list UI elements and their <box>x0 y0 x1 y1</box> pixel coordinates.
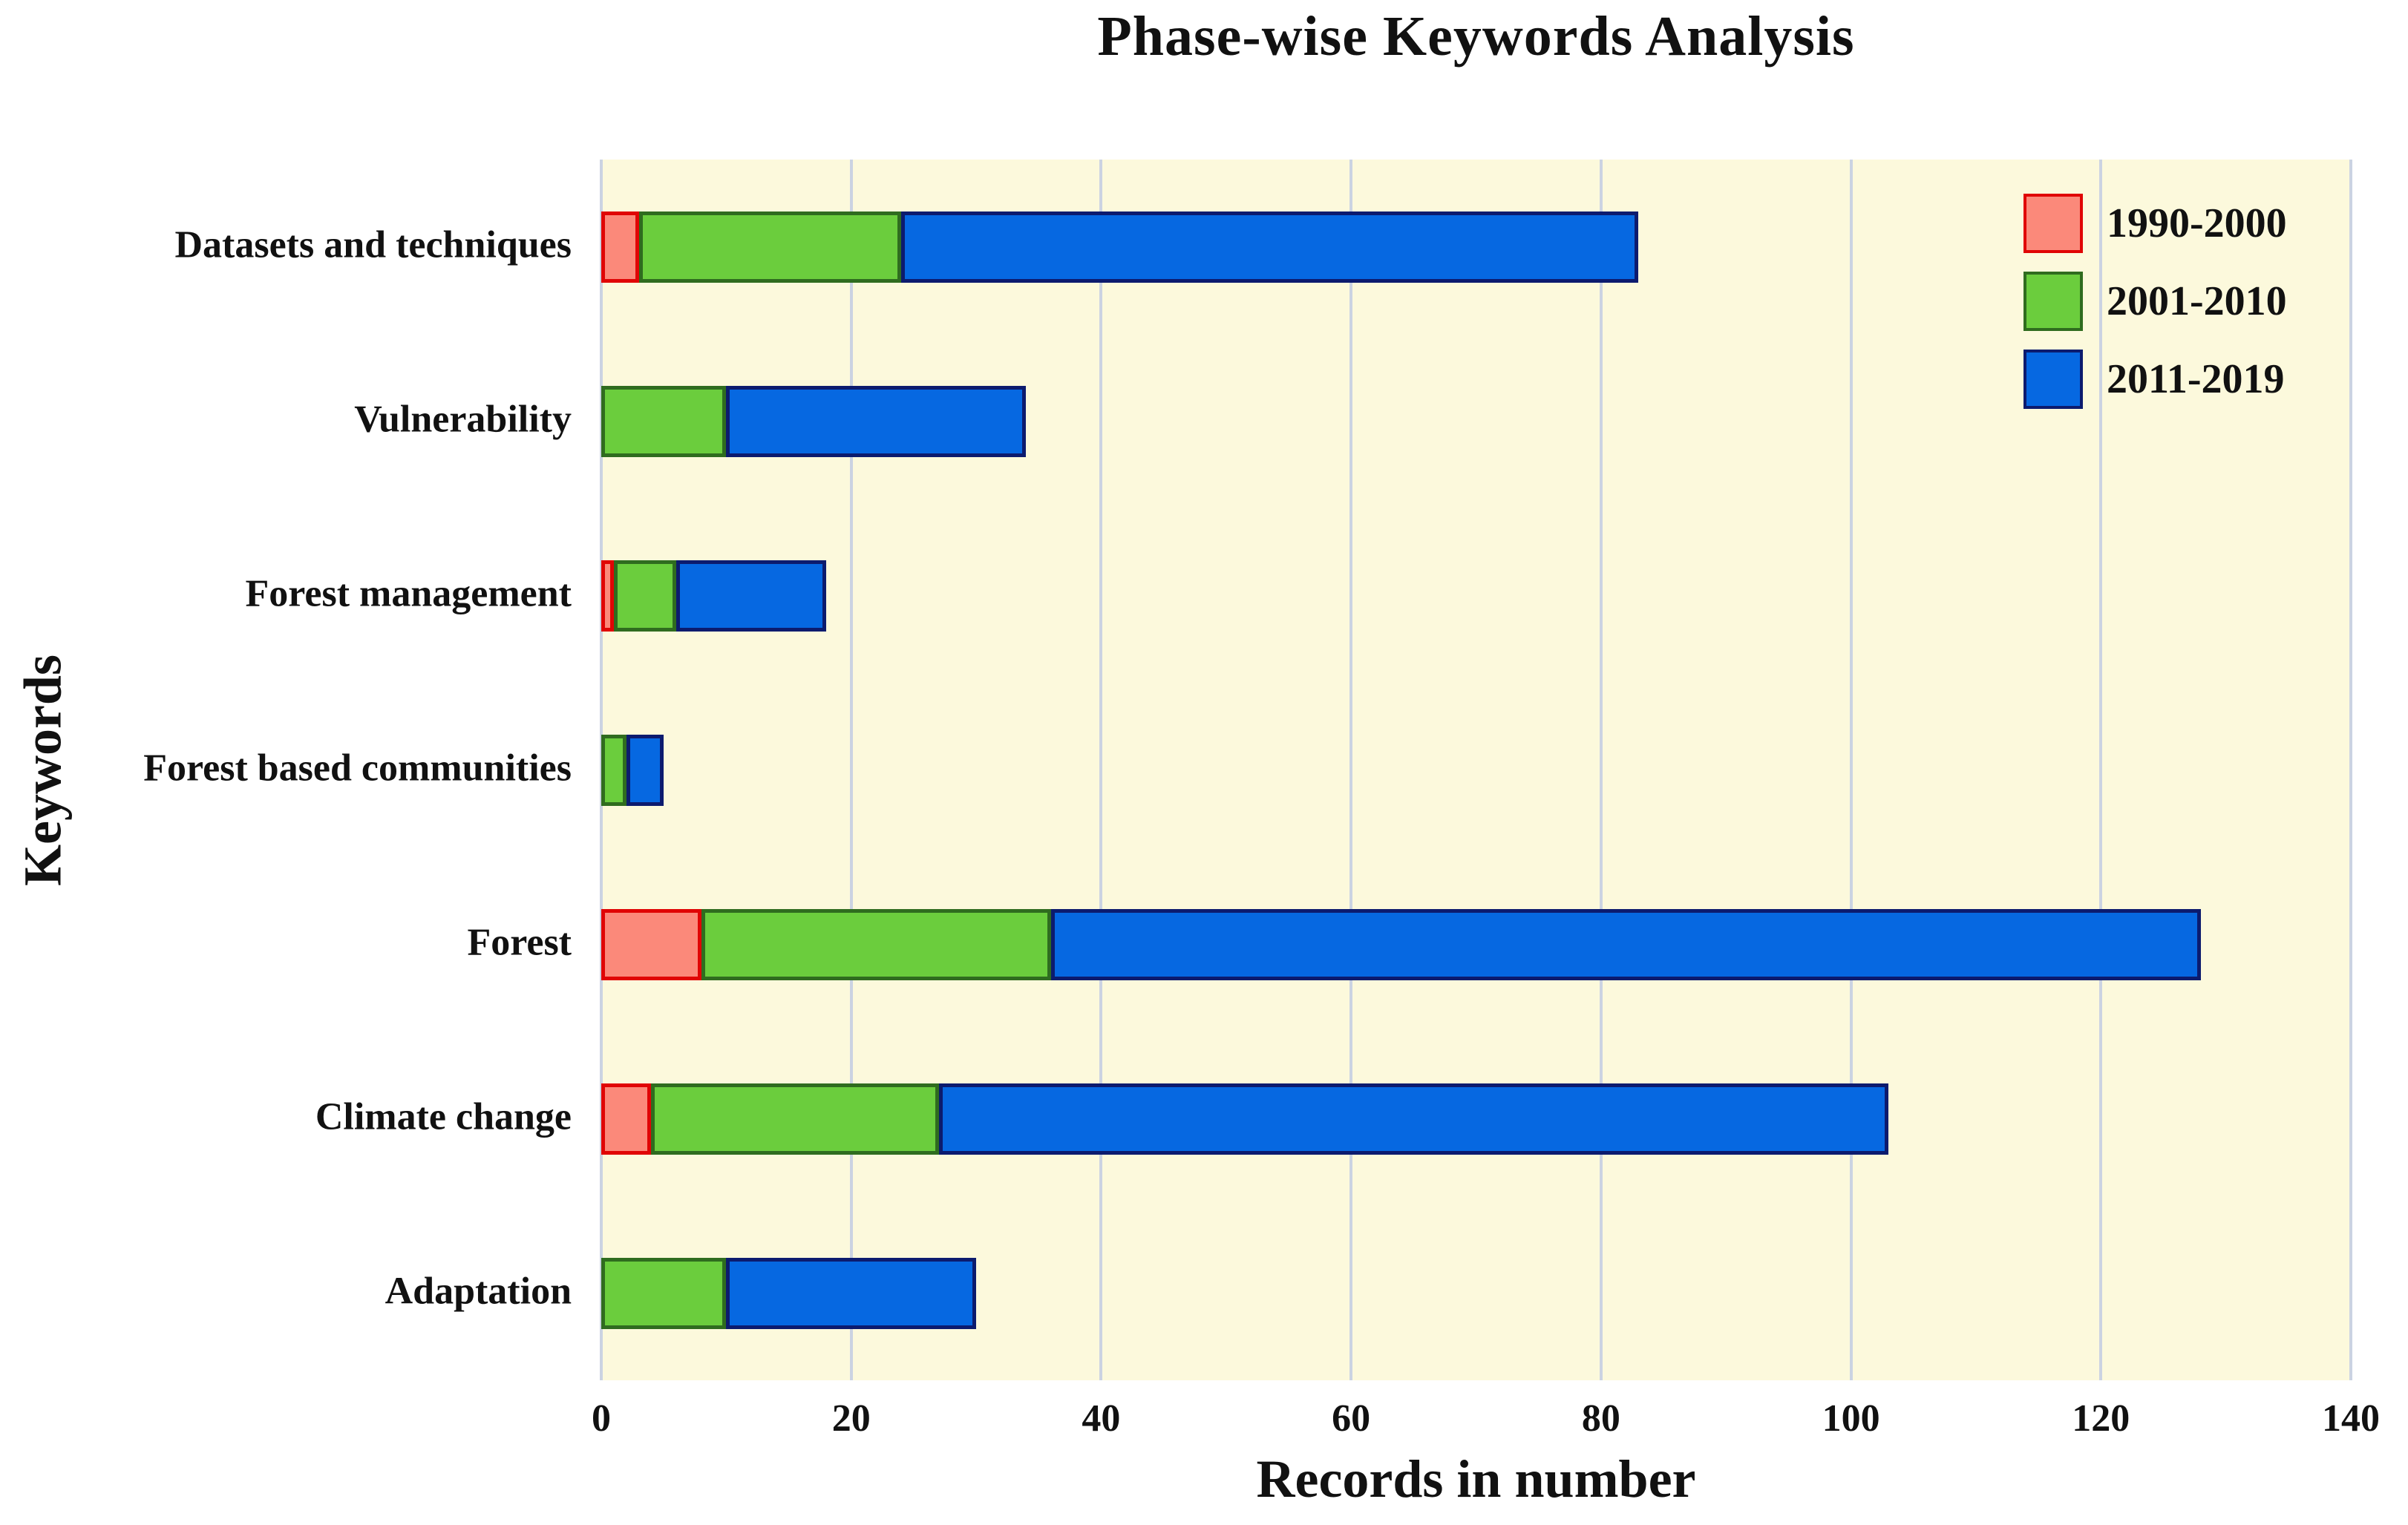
x-tick-label: 120 <box>2072 1397 2130 1440</box>
y-tick-label: Forest based communities <box>143 747 572 790</box>
bar-row <box>601 385 1027 457</box>
y-tick-label: Climate change <box>315 1095 572 1138</box>
bar-segment-2011-2019 <box>938 1083 1889 1155</box>
bar-segment-2011-2019 <box>626 734 664 806</box>
legend-item: 1990-2000 <box>2023 194 2287 253</box>
bar-row <box>601 908 2201 980</box>
gridline <box>2349 160 2352 1380</box>
gridline <box>849 160 853 1380</box>
bar-row <box>601 1083 1889 1155</box>
y-tick-label: Forest management <box>245 572 572 615</box>
bar-row <box>601 211 1639 283</box>
y-tick-label: Datasets and techniques <box>174 223 572 266</box>
gridline <box>2099 160 2103 1380</box>
legend-item: 2001-2010 <box>2023 272 2287 331</box>
bar-segment-2001-2010 <box>701 908 1052 980</box>
bar-segment-2011-2019 <box>901 211 1639 283</box>
bar-segment-2001-2010 <box>601 1257 727 1329</box>
x-tick-label: 60 <box>1332 1397 1371 1440</box>
legend: 1990-2000 2001-2010 2011-2019 <box>2023 194 2287 409</box>
x-axis-label: Records in number <box>1256 1449 1696 1509</box>
gridline <box>1849 160 1853 1380</box>
gridline <box>1099 160 1103 1380</box>
bar-row <box>601 734 664 806</box>
gridline <box>1349 160 1353 1380</box>
gridline <box>1599 160 1603 1380</box>
x-tick-label: 20 <box>831 1397 871 1440</box>
bar-segment-1990-2000 <box>601 560 614 632</box>
bar-segment-2001-2010 <box>601 734 626 806</box>
y-tick-label: Adaptation <box>385 1270 572 1313</box>
legend-swatch-2011-2019 <box>2023 350 2083 409</box>
bar-row <box>601 560 827 632</box>
bar-segment-2011-2019 <box>1051 908 2201 980</box>
legend-swatch-1990-2000 <box>2023 194 2083 253</box>
bar-segment-2011-2019 <box>676 560 827 632</box>
bar-segment-1990-2000 <box>601 908 701 980</box>
x-tick-label: 140 <box>2322 1397 2380 1440</box>
bar-row <box>601 1257 977 1329</box>
legend-swatch-2001-2010 <box>2023 272 2083 331</box>
x-tick-label: 100 <box>1822 1397 1880 1440</box>
legend-label: 1990-2000 <box>2107 200 2287 246</box>
bar-segment-1990-2000 <box>601 1083 652 1155</box>
chart-title: Phase-wise Keywords Analysis <box>1097 5 1855 68</box>
x-tick-label: 40 <box>1082 1397 1121 1440</box>
bar-segment-2001-2010 <box>601 385 727 457</box>
bar-segment-2001-2010 <box>613 560 676 632</box>
y-tick-label: Forest <box>467 921 572 964</box>
bar-segment-2011-2019 <box>726 385 1027 457</box>
legend-label: 2011-2019 <box>2107 356 2285 402</box>
bar-segment-1990-2000 <box>601 211 639 283</box>
x-tick-label: 0 <box>592 1397 611 1440</box>
x-tick-label: 80 <box>1581 1397 1620 1440</box>
plot-area: 1990-2000 2001-2010 2011-2019 <box>600 160 2352 1380</box>
bar-segment-2001-2010 <box>638 211 902 283</box>
legend-item: 2011-2019 <box>2023 350 2287 409</box>
legend-label: 2001-2010 <box>2107 278 2287 324</box>
bar-segment-2011-2019 <box>726 1257 977 1329</box>
bar-segment-2001-2010 <box>651 1083 939 1155</box>
y-tick-label: Vulnerability <box>354 398 572 441</box>
